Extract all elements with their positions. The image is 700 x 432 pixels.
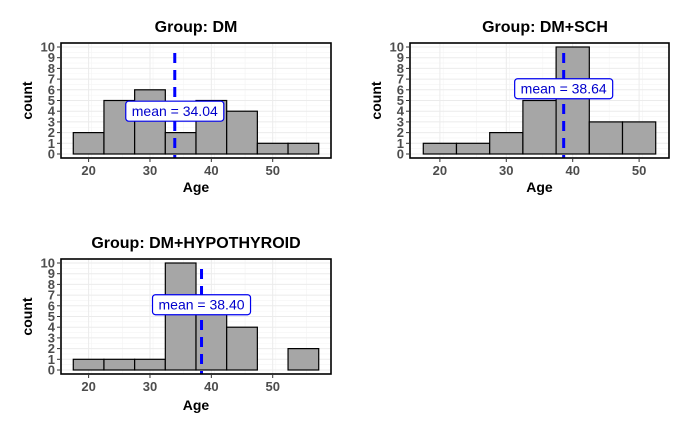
panel-title: Group: DM+SCH (482, 19, 608, 36)
x-tick-label: 20 (433, 163, 447, 178)
histogram-bar (455, 142, 491, 155)
y-tick-label: 4 (48, 320, 56, 335)
histogram-bar (72, 132, 105, 155)
y-tick-label: 0 (397, 147, 404, 162)
y-tick-label: 1 (48, 136, 55, 151)
x-tick-label: 40 (565, 163, 579, 178)
y-tick-label: 6 (48, 82, 55, 97)
panel-title: Group: DM (155, 19, 238, 36)
y-tick-label: 9 (48, 50, 55, 65)
y-tick-label: 0 (48, 363, 55, 378)
histogram-bar (134, 358, 166, 371)
histogram-bar (287, 348, 320, 371)
y-axis-title: count (368, 81, 384, 119)
mean-label-box (151, 294, 252, 316)
mean-label-box (514, 78, 614, 100)
y-tick-label: 2 (48, 125, 55, 140)
mean-label: mean = 34.04 (125, 100, 225, 122)
mean-label-text: mean = 34.04 (132, 103, 218, 119)
x-tick-label: 20 (81, 379, 95, 394)
x-tick-label: 50 (632, 163, 646, 178)
histogram-bar (164, 262, 197, 371)
y-tick-label: 8 (48, 277, 55, 292)
x-axis-title: Age (183, 179, 210, 195)
histogram-bar (522, 99, 557, 155)
mean-label-text: mean = 38.40 (159, 297, 245, 313)
x-tick-label: 40 (204, 379, 218, 394)
y-tick-label: 8 (397, 61, 404, 76)
y-tick-label: 4 (397, 104, 405, 119)
y-tick-label: 3 (48, 114, 55, 129)
x-axis-title: Age (183, 397, 210, 413)
y-tick-label: 7 (48, 288, 55, 303)
x-tick-label: 50 (265, 163, 279, 178)
histogram-bar (103, 358, 136, 371)
histogram-bar (621, 121, 657, 155)
y-tick-label: 3 (48, 330, 55, 345)
histogram-bar (134, 89, 166, 155)
y-tick-label: 10 (41, 40, 55, 55)
x-tick-label: 40 (204, 163, 218, 178)
y-tick-label: 4 (48, 104, 56, 119)
y-tick-label: 9 (397, 50, 404, 65)
y-tick-label: 2 (397, 125, 404, 140)
mean-label: mean = 38.40 (151, 294, 252, 316)
y-tick-label: 8 (48, 61, 55, 76)
histogram-bar (226, 326, 258, 371)
mean-label-box (125, 100, 225, 122)
histogram-bar (422, 142, 458, 155)
y-tick-label: 10 (390, 40, 404, 55)
x-tick-label: 30 (143, 379, 157, 394)
histogram-bar (72, 358, 105, 371)
y-tick-label: 5 (397, 93, 404, 108)
y-tick-label: 0 (48, 147, 55, 162)
y-tick-label: 9 (48, 266, 55, 281)
histogram-bar (555, 46, 590, 155)
histogram-bar (588, 121, 624, 155)
y-axis-title: count (19, 81, 35, 119)
mean-label: mean = 38.64 (514, 78, 614, 100)
histogram-bar (226, 110, 258, 155)
histogram-bar (256, 142, 289, 155)
panel-title: Group: DM+HYPOTHYROID (91, 235, 300, 252)
y-tick-label: 7 (397, 72, 404, 87)
x-tick-label: 20 (81, 163, 95, 178)
y-tick-label: 10 (41, 256, 55, 271)
x-tick-label: 50 (265, 379, 279, 394)
x-axis-title: Age (526, 179, 553, 195)
histogram-bar (489, 132, 524, 155)
y-axis-title: count (19, 297, 35, 335)
y-tick-label: 3 (397, 114, 404, 129)
x-tick-label: 30 (499, 163, 513, 178)
y-tick-label: 1 (397, 136, 404, 151)
y-tick-label: 5 (48, 309, 55, 324)
y-tick-label: 1 (48, 352, 55, 367)
y-tick-label: 7 (48, 72, 55, 87)
y-tick-label: 2 (48, 341, 55, 356)
histogram-bar (164, 132, 197, 155)
y-tick-label: 5 (48, 93, 55, 108)
histogram-bar (287, 142, 320, 155)
x-tick-label: 30 (143, 163, 157, 178)
y-tick-label: 6 (397, 82, 404, 97)
mean-label-text: mean = 38.64 (521, 81, 607, 97)
y-tick-label: 6 (48, 298, 55, 313)
